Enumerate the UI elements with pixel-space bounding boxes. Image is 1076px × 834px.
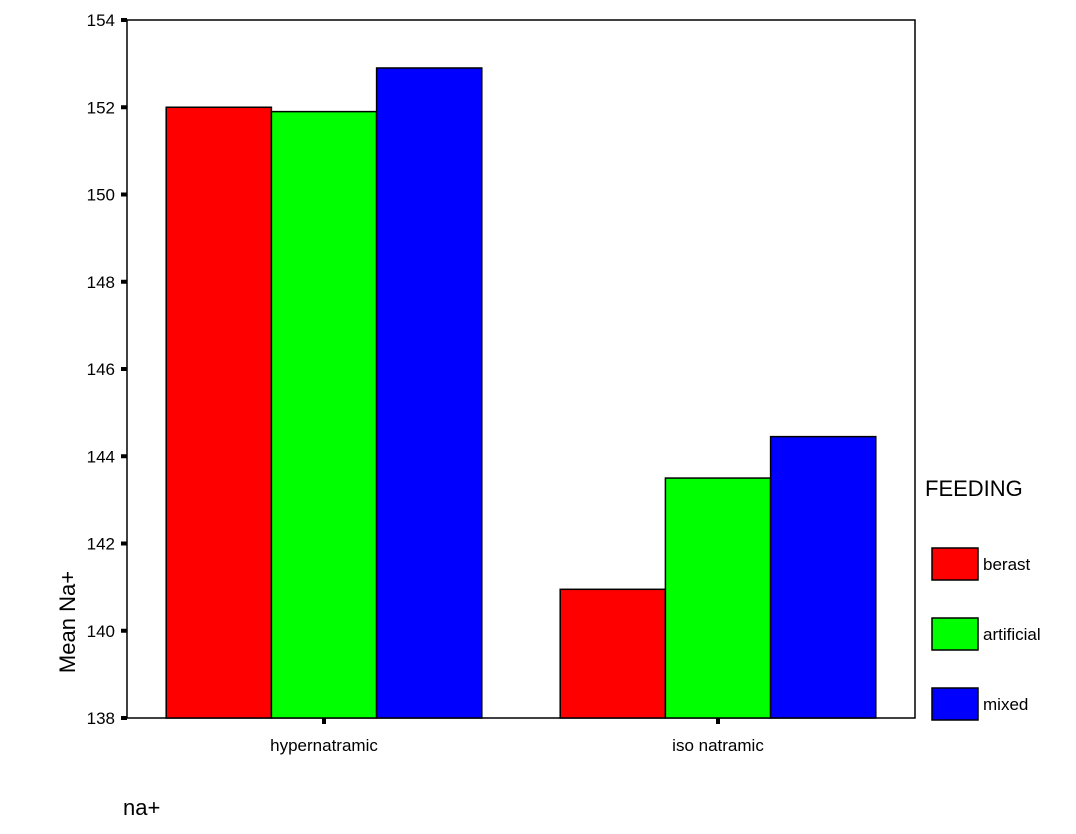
- bar-artificial-1: [664, 477, 772, 719]
- y-tick-label: 142: [87, 535, 115, 554]
- y-tick-label: 148: [87, 273, 115, 292]
- y-axis-title: Mean Na+: [55, 571, 80, 673]
- bar-mixed-1: [769, 435, 877, 719]
- legend-label: artificial: [983, 625, 1041, 644]
- legend-label: berast: [983, 555, 1031, 574]
- legend-swatch-berast: [931, 547, 979, 581]
- y-tick-label: 146: [87, 360, 115, 379]
- legend-label: mixed: [983, 695, 1028, 714]
- x-category-label: iso natramic: [672, 736, 764, 755]
- y-tick-label: 150: [87, 186, 115, 205]
- legend-title: FEEDING: [925, 476, 1023, 501]
- y-tick-label: 140: [87, 622, 115, 641]
- y-axis: 138 140 142 144 146 148 150 152 154: [87, 11, 127, 728]
- bar-berast-0: [165, 106, 273, 719]
- x-axis-title: na+: [123, 795, 160, 820]
- bar-berast-1: [559, 588, 667, 719]
- bar-artificial-0: [270, 110, 378, 719]
- y-tick-label: 154: [87, 11, 115, 30]
- bars-group: [165, 67, 877, 719]
- y-tick-label: 152: [87, 98, 115, 117]
- x-axis: hypernatramic iso natramic: [270, 718, 764, 755]
- bar-mixed-0: [375, 67, 483, 719]
- y-tick-label: 138: [87, 709, 115, 728]
- legend-swatch-artificial: [931, 617, 979, 651]
- y-tick-label: 144: [87, 447, 115, 466]
- legend: FEEDING berast artificial mixed: [925, 476, 1041, 721]
- legend-swatch-mixed: [931, 687, 979, 721]
- x-category-label: hypernatramic: [270, 736, 378, 755]
